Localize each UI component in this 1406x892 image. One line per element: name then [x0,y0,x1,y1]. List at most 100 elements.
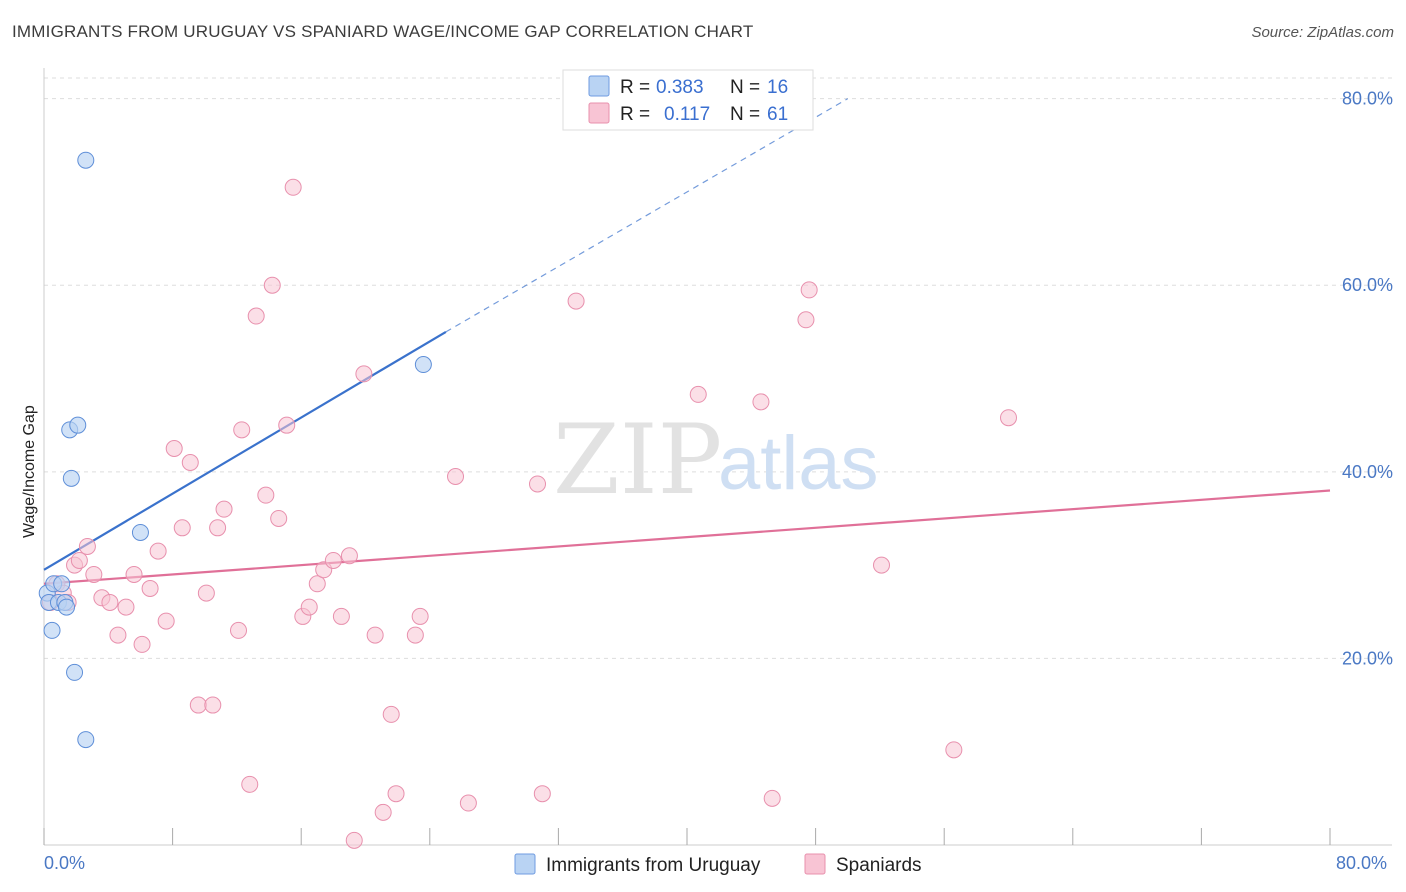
point-spaniards-41 [345,831,363,849]
point-spaniards-53 [567,292,585,310]
point-spaniards-43 [366,626,384,644]
point-spaniards-60 [945,741,963,759]
point-uruguay-2 [43,621,61,639]
point-uruguay-5 [53,575,71,593]
point-spaniards-31 [270,509,288,527]
legend-n-value-1: 16 [767,77,788,98]
point-spaniards-58 [800,281,818,299]
trendline-uruguay-extension [445,98,849,333]
point-spaniards-17 [165,440,183,458]
legend-swatch-pink [588,102,610,124]
point-spaniards-9 [101,593,119,611]
data-points [38,151,1017,849]
watermark-atlas: atlas [718,421,879,506]
y-tick-label-40: 40.0% [1342,462,1393,482]
y-tick-label-60: 60.0% [1342,275,1393,295]
point-spaniards-18 [173,519,191,537]
point-spaniards-15 [149,542,167,560]
point-spaniards-25 [230,621,248,639]
legend-r-value-1: 0.383 [656,77,704,98]
legend-r-label-2: R = [620,104,650,125]
point-uruguay-7 [58,598,76,616]
point-spaniards-52 [533,785,551,803]
point-spaniards-7 [85,565,103,583]
point-spaniards-14 [141,579,159,597]
point-spaniards-51 [529,475,547,493]
point-spaniards-40 [340,547,358,565]
point-spaniards-16 [157,612,175,630]
trendline-uruguay [43,330,447,571]
x-tick-label-max: 80.0% [1336,853,1387,873]
point-spaniards-13 [133,635,151,653]
legend-n-label-1: N = [730,77,760,98]
point-uruguay-13 [77,731,95,749]
point-spaniards-30 [263,276,281,294]
point-spaniards-11 [117,598,135,616]
point-spaniards-49 [447,467,465,485]
point-spaniards-21 [197,584,215,602]
chart-title: IMMIGRANTS FROM URUGUAY VS SPANIARD WAGE… [12,22,754,41]
watermark-zip: ZIP [553,404,722,516]
trend-lines [43,98,1331,585]
point-uruguay-11 [69,416,87,434]
point-spaniards-33 [284,178,302,196]
point-uruguay-12 [77,151,95,169]
point-spaniards-27 [241,775,259,793]
point-spaniards-19 [181,454,199,471]
grid-lines [44,77,1392,659]
y-tick-label-80: 80.0% [1342,89,1393,109]
point-spaniards-36 [308,575,326,593]
point-uruguay-10 [66,663,84,681]
point-spaniards-45 [382,705,400,723]
legend-bottom-swatch-pink [804,853,826,875]
y-axis-label: Wage/Income Gap [21,405,38,538]
point-uruguay-15 [414,356,432,374]
point-spaniards-5 [70,551,88,569]
point-spaniards-44 [374,803,392,821]
point-spaniards-42 [355,365,373,383]
point-spaniards-6 [78,537,96,555]
point-spaniards-32 [278,416,296,434]
point-spaniards-59 [873,556,891,574]
point-spaniards-23 [209,519,227,537]
y-tick-label-20: 20.0% [1342,648,1393,668]
legend-swatch-blue [588,75,610,97]
trendline-spaniards [43,489,1331,585]
point-spaniards-39 [332,607,350,625]
point-spaniards-57 [797,311,815,329]
point-spaniards-46 [387,785,405,803]
legend-bottom-label-spaniards: Spaniards [836,855,922,876]
x-tick-label-min: 0.0% [44,853,85,873]
legend-bottom: Immigrants from Uruguay Spaniards [514,853,922,876]
point-uruguay-14 [131,523,149,541]
point-spaniards-54 [689,385,707,403]
point-spaniards-35 [300,598,318,616]
source-label: Source: ZipAtlas.com [1251,24,1394,41]
axes [43,68,1392,846]
point-spaniards-24 [215,500,233,518]
legend-n-label-2: N = [730,104,760,125]
point-spaniards-29 [257,486,275,504]
point-spaniards-48 [411,607,429,625]
legend-n-value-2: 61 [767,104,788,125]
point-spaniards-47 [406,626,424,644]
point-spaniards-12 [125,565,143,583]
point-spaniards-20 [189,696,207,714]
point-spaniards-55 [752,393,770,411]
point-spaniards-28 [247,307,265,325]
legend-bottom-swatch-blue [514,853,536,875]
point-spaniards-26 [233,421,251,439]
point-spaniards-38 [324,551,342,569]
point-spaniards-22 [204,696,222,714]
point-spaniards-50 [459,794,477,812]
point-spaniards-10 [109,626,127,644]
watermark: ZIP atlas [553,404,879,516]
legend-top: R = 0.383 N = 16 R = 0.117 N = 61 [562,69,814,131]
legend-r-label-1: R = [620,77,650,98]
legend-r-value-2: 0.117 [664,104,710,125]
point-spaniards-61 [1000,409,1017,427]
point-uruguay-9 [62,469,80,487]
y-tick-labels: 20.0% 40.0% 60.0% 80.0% [1342,89,1393,669]
point-spaniards-56 [763,789,781,807]
